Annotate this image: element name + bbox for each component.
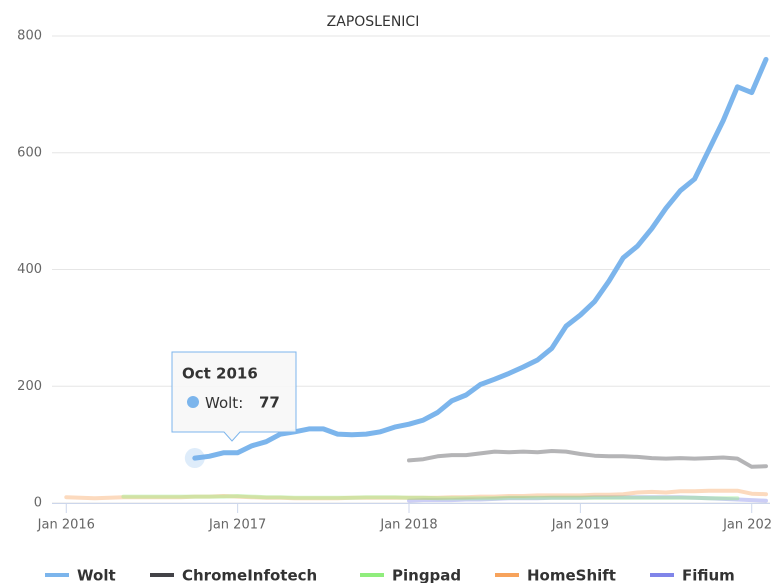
grid: 0 200 400 600 800 Jan 2016 Jan 2017 Jan 2018 Jan…	[17, 29, 772, 533]
tooltip-series-name: Wolt	[205, 394, 238, 412]
legend-label: ChromeInfotech	[182, 567, 317, 583]
series-line	[407, 449, 768, 469]
x-tick-label: Jan 2019	[551, 518, 609, 533]
tooltip-box	[171, 351, 297, 442]
y-tick-label: 0	[34, 496, 42, 511]
y-tick-label: 400	[17, 262, 42, 277]
hover-halo	[184, 448, 205, 469]
series-line	[407, 495, 768, 503]
series-line	[192, 56, 769, 461]
series-line	[64, 488, 768, 501]
legend-label: Fifium	[682, 567, 735, 583]
legend: Wolt ChromeInfotech Pingpad HomeShift Fifium	[45, 567, 735, 583]
x-tick-label: Jan 2020	[722, 518, 772, 533]
legend-label: Wolt	[77, 567, 116, 583]
y-tick-label: 600	[17, 145, 42, 160]
y-tick-label: 200	[17, 379, 42, 394]
tooltip: Oct 2016 Wolt: 77	[171, 351, 297, 442]
x-tick-label: Jan 2016	[37, 518, 95, 533]
tooltip-value: 77	[259, 394, 280, 412]
x-tick-label: Jan 2018	[379, 518, 437, 533]
tooltip-header: Oct 2016	[182, 365, 258, 383]
series-line	[121, 494, 740, 501]
y-tick-label: 800	[17, 29, 42, 44]
legend-label: HomeShift	[527, 567, 616, 583]
x-tick-label: Jan 2017	[208, 518, 266, 533]
tooltip-marker	[187, 396, 199, 408]
plot	[64, 56, 769, 503]
legend-label: Pingpad	[392, 567, 461, 583]
tooltip-colon: :	[238, 394, 243, 412]
tooltip-series: Wolt:	[205, 394, 243, 412]
chart-title: ZAPOSLENICI	[327, 14, 420, 30]
